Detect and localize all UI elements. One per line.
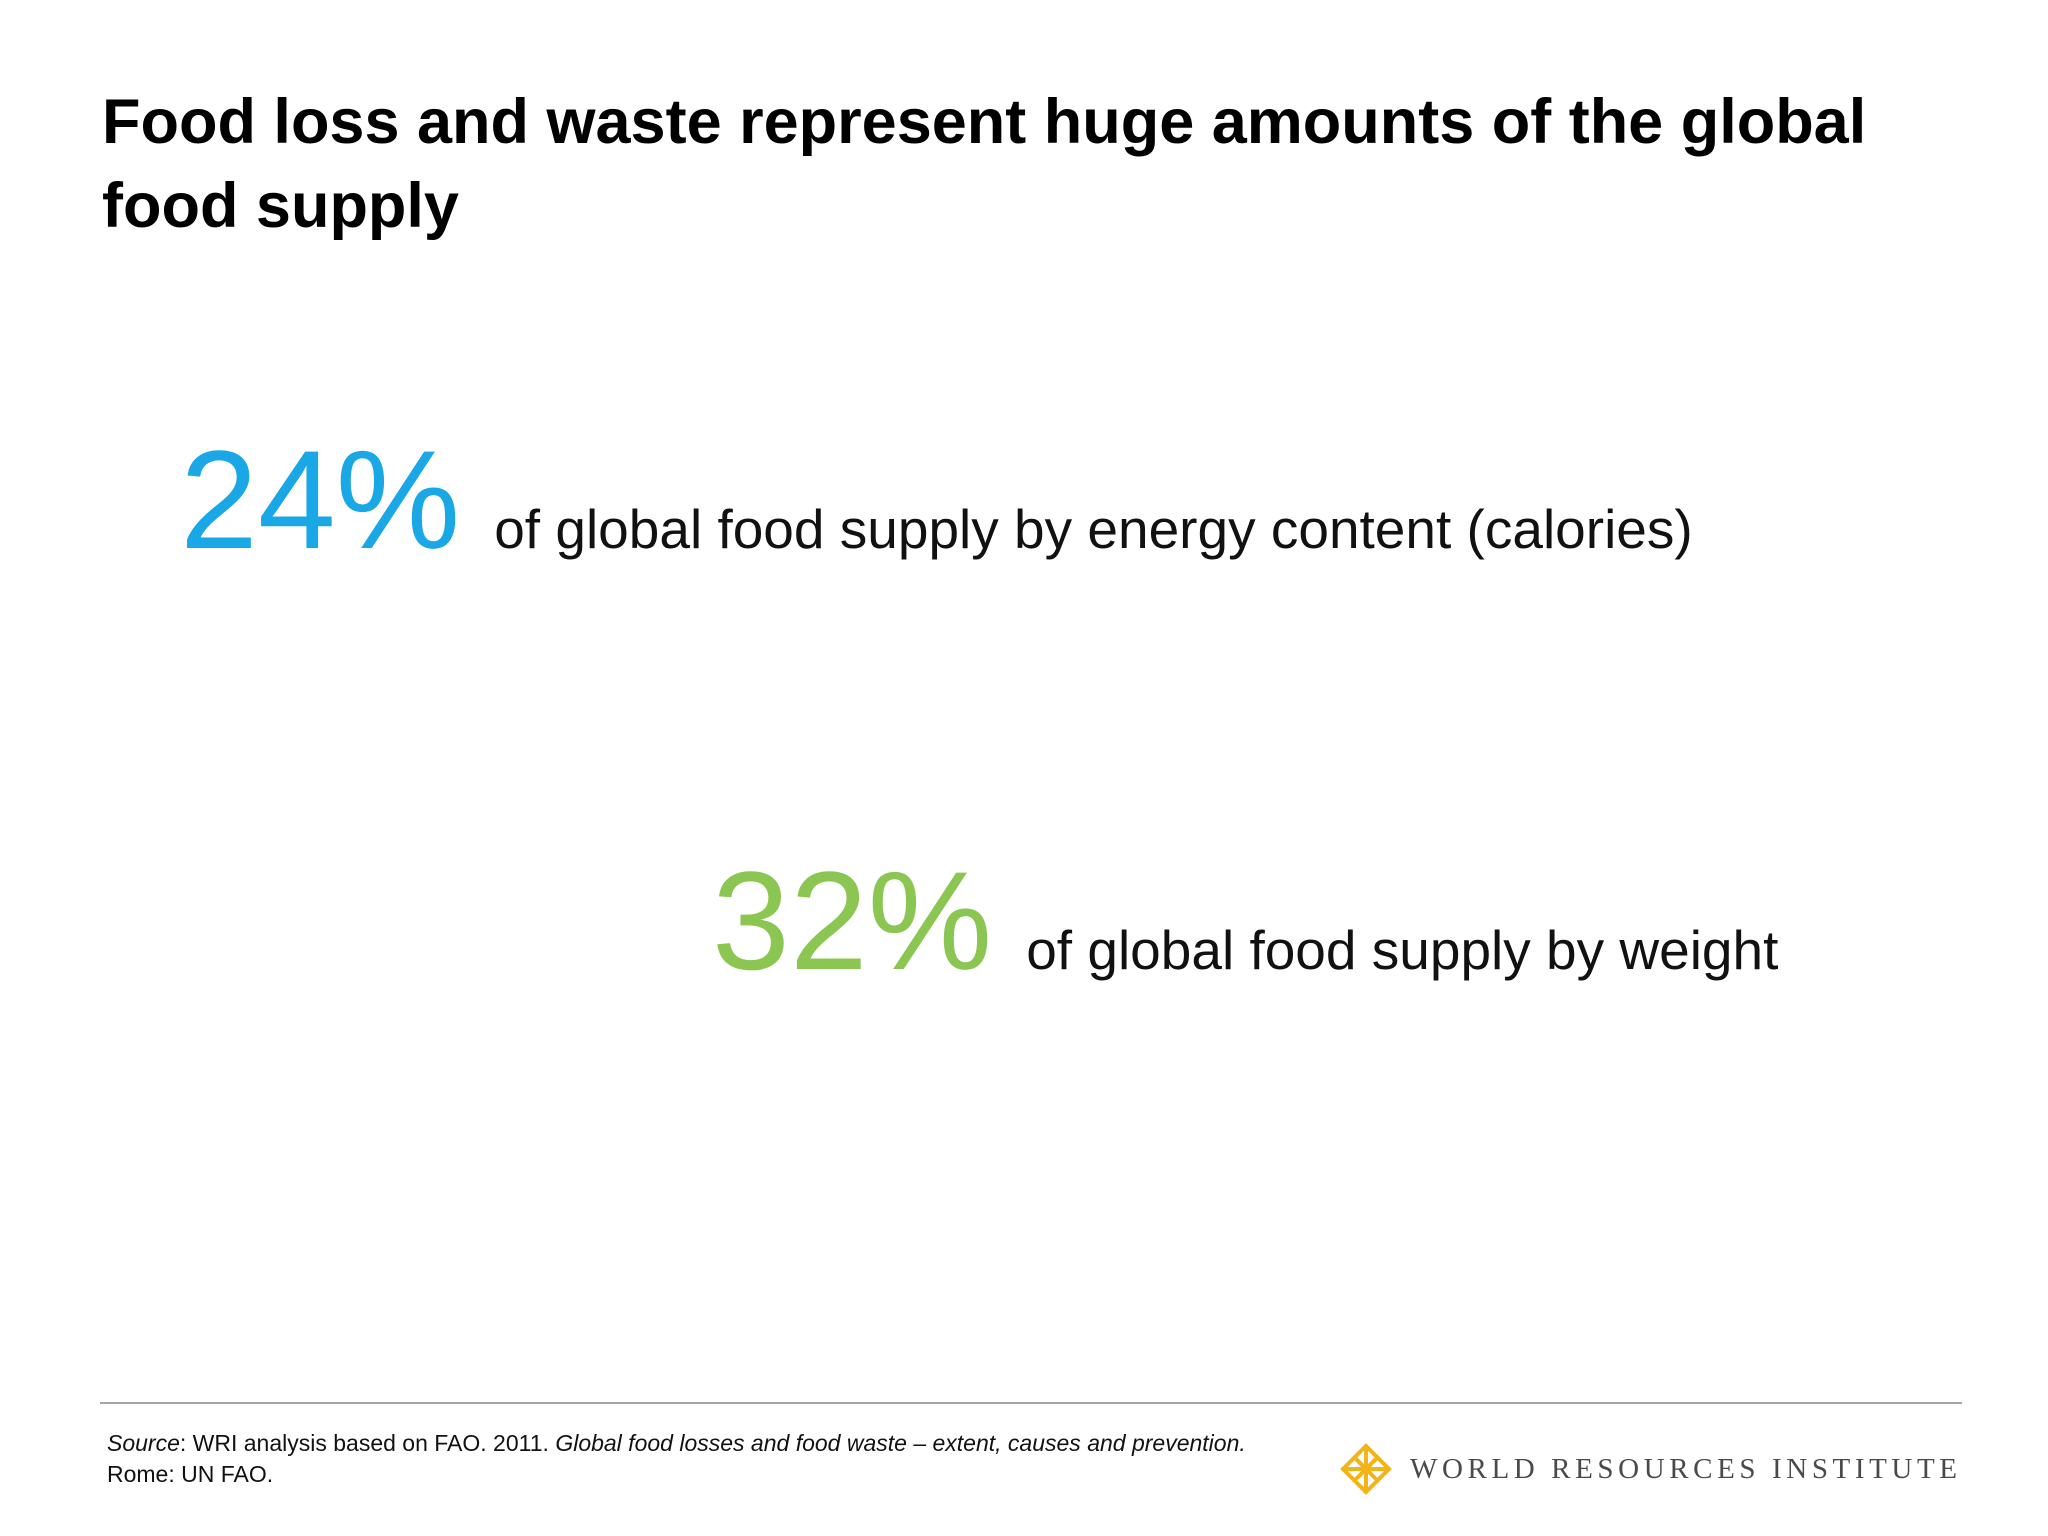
wri-logo-text: WORLD RESOURCES INSTITUTE bbox=[1410, 1452, 1962, 1485]
source-text-1: : WRI analysis based on FAO. 2011. bbox=[179, 1430, 556, 1456]
footer-divider bbox=[100, 1402, 1962, 1404]
source-title: Global food losses and food waste – exte… bbox=[555, 1430, 1246, 1456]
stat-weight: 32% of global food supply by weight bbox=[712, 846, 1778, 996]
source-citation: Source: WRI analysis based on FAO. 2011.… bbox=[107, 1428, 1317, 1490]
stat-weight-value: 32% bbox=[712, 842, 993, 999]
wri-logo: WORLD RESOURCES INSTITUTE bbox=[1340, 1443, 1962, 1495]
wri-lattice-icon bbox=[1340, 1443, 1392, 1495]
stat-calories: 24% of global food supply by energy cont… bbox=[180, 425, 1693, 575]
stat-calories-value: 24% bbox=[180, 421, 461, 578]
slide-title: Food loss and waste represent huge amoun… bbox=[102, 87, 1867, 241]
stat-calories-description: of global food supply by energy content … bbox=[494, 498, 1693, 560]
source-text-2: Rome: UN FAO. bbox=[107, 1461, 274, 1487]
stat-weight-description: of global food supply by weight bbox=[1026, 919, 1779, 981]
source-label: Source bbox=[107, 1430, 180, 1456]
